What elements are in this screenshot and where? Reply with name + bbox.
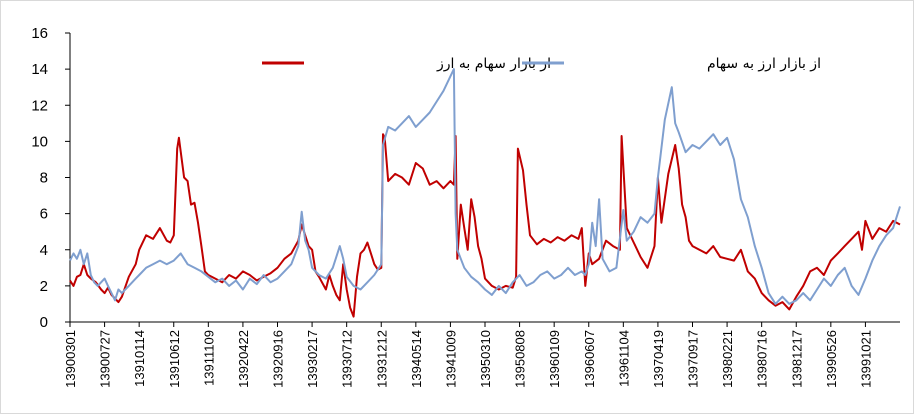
x-tick-label: 13941009 (443, 330, 458, 388)
x-tick-label: 13911109 (201, 330, 216, 386)
y-tick-label: 16 (31, 25, 48, 42)
x-tick-label: 13940514 (409, 330, 424, 388)
series-line-1 (69, 133, 901, 318)
y-tick-label: 8 (40, 170, 48, 187)
y-tick-label: 6 (40, 206, 48, 223)
y-axis: 0 2 4 6 8 10 12 14 16 (31, 25, 71, 331)
y-tick-label: 0 (40, 314, 48, 331)
x-tick-label: 13991021 (858, 330, 873, 388)
x-tick-label: 13990526 (824, 330, 839, 388)
x-tick-label: 13961104 (616, 330, 631, 387)
y-tick-label: 2 (40, 278, 48, 295)
x-tick-label: 13960109 (547, 330, 562, 388)
legend: از بازار سهام به ارز از بازار ارز به سها… (262, 56, 821, 72)
x-tick-label: 13930217 (305, 330, 320, 388)
x-tick-label: 13950808 (513, 330, 528, 388)
x-tick-label: 13931212 (374, 330, 389, 388)
y-tick-label: 12 (31, 97, 48, 114)
x-tick-label: 13981217 (789, 330, 804, 388)
x-tick-label: 13920422 (236, 330, 251, 388)
series-group (69, 68, 901, 318)
x-tick-label: 13900727 (98, 330, 113, 388)
x-tick-label: 13900301 (63, 330, 78, 388)
x-tick-label: 13970917 (686, 330, 701, 388)
x-tick-label: 13930712 (340, 330, 355, 388)
x-tick-label: 13960607 (582, 330, 597, 388)
x-tick-label: 13980221 (720, 330, 735, 388)
x-axis: 13900301 13900727 13910114 13910612 13911109… (63, 321, 900, 388)
y-tick-label: 14 (31, 61, 48, 78)
legend-label-series-2: از بازار ارز به سهام (707, 56, 821, 72)
x-tick-label: 13980716 (755, 330, 770, 388)
x-tick-label: 13910114 (132, 330, 147, 387)
x-tick-label: 13950310 (478, 330, 493, 388)
y-tick-label: 4 (40, 242, 48, 259)
y-tick-label: 10 (31, 133, 48, 150)
x-tick-label: 13970419 (651, 330, 666, 388)
x-tick-label: 13910612 (167, 330, 182, 388)
series-line-2 (69, 68, 901, 305)
x-tick-label: 13920916 (271, 330, 286, 388)
legend-label-series-1: از بازار سهام به ارز (436, 56, 551, 72)
